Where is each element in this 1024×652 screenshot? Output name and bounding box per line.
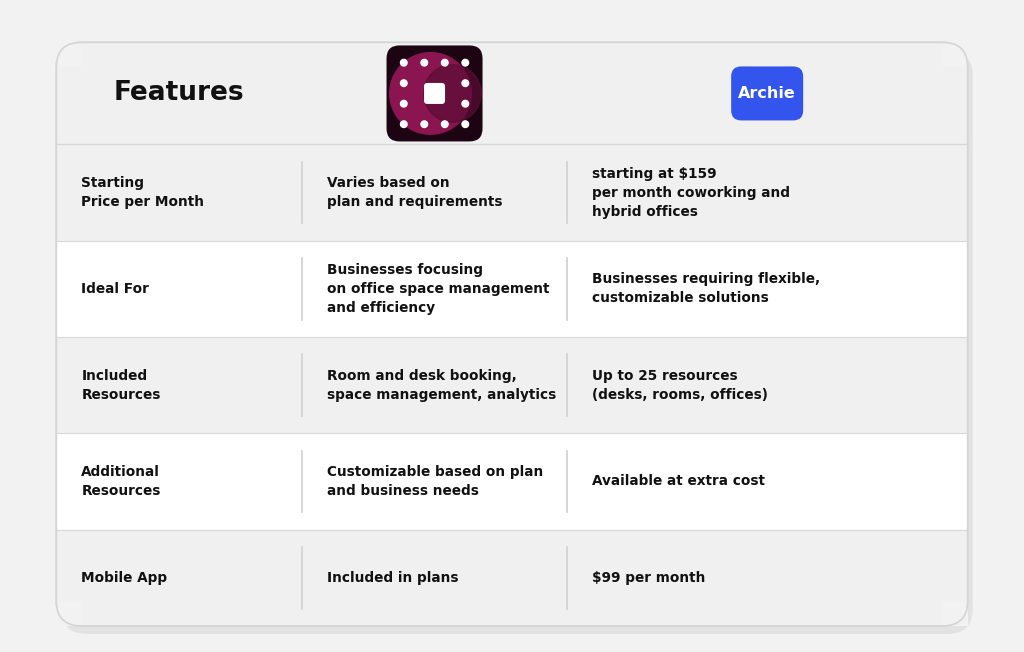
FancyBboxPatch shape — [56, 601, 81, 626]
FancyBboxPatch shape — [56, 434, 968, 529]
FancyBboxPatch shape — [56, 42, 81, 67]
Text: Businesses focusing
on office space management
and efficiency: Businesses focusing on office space mana… — [328, 263, 550, 315]
Text: Included in plans: Included in plans — [328, 570, 459, 585]
Text: Available at extra cost: Available at extra cost — [592, 475, 765, 488]
Text: Mobile App: Mobile App — [81, 570, 168, 585]
FancyBboxPatch shape — [943, 42, 968, 67]
FancyBboxPatch shape — [56, 42, 968, 626]
FancyBboxPatch shape — [56, 42, 968, 626]
Text: Varies based on
plan and requirements: Varies based on plan and requirements — [328, 176, 503, 209]
Circle shape — [462, 59, 469, 66]
Text: Room and desk booking,
space management, analytics: Room and desk booking, space management,… — [328, 369, 557, 402]
FancyBboxPatch shape — [943, 601, 968, 626]
Circle shape — [421, 59, 428, 66]
Text: Businesses requiring flexible,
customizable solutions: Businesses requiring flexible, customiza… — [592, 273, 820, 305]
Circle shape — [462, 80, 469, 87]
FancyBboxPatch shape — [61, 50, 973, 634]
Circle shape — [400, 100, 408, 107]
Circle shape — [441, 59, 449, 66]
Circle shape — [400, 121, 408, 128]
Bar — [56, 241, 968, 337]
Circle shape — [390, 53, 471, 134]
Text: Additional
Resources: Additional Resources — [81, 465, 161, 498]
Text: Archie: Archie — [738, 86, 796, 101]
Text: starting at $159
per month coworking and
hybrid offices: starting at $159 per month coworking and… — [592, 167, 790, 218]
FancyBboxPatch shape — [424, 83, 445, 104]
Circle shape — [441, 121, 449, 128]
Text: Features: Features — [114, 80, 245, 106]
FancyBboxPatch shape — [386, 46, 482, 141]
Circle shape — [462, 121, 469, 128]
FancyBboxPatch shape — [731, 67, 803, 121]
Circle shape — [424, 65, 481, 122]
Text: Included
Resources: Included Resources — [81, 369, 161, 402]
Circle shape — [462, 100, 469, 107]
Circle shape — [400, 80, 408, 87]
FancyBboxPatch shape — [56, 241, 968, 337]
Text: $99 per month: $99 per month — [592, 570, 706, 585]
Circle shape — [400, 59, 408, 66]
Text: Up to 25 resources
(desks, rooms, offices): Up to 25 resources (desks, rooms, office… — [592, 369, 768, 402]
Text: Starting
Price per Month: Starting Price per Month — [81, 176, 205, 209]
Bar — [56, 434, 968, 529]
Text: Ideal For: Ideal For — [81, 282, 150, 296]
Circle shape — [421, 121, 428, 128]
Text: Customizable based on plan
and business needs: Customizable based on plan and business … — [328, 465, 544, 498]
